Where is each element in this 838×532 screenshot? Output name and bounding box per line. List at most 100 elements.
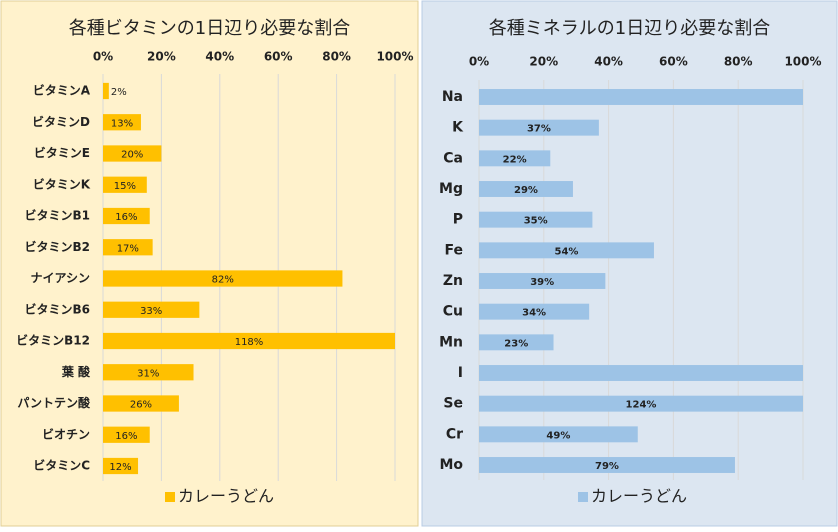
category-label: ビタミンB12 (16, 333, 90, 348)
category-label: ビタミンC (33, 458, 90, 473)
bar (103, 395, 179, 412)
chart-panel: 各種ビタミンの1日辺り必要な割合 0% 20% 40% 60% 80% 100% ビタミンA 2… (0, 0, 419, 527)
bar (103, 270, 343, 287)
bar (479, 426, 638, 443)
value-label: 23% (504, 338, 528, 349)
category-label: Mn (439, 334, 463, 350)
category-label: Na (442, 89, 463, 105)
bar (479, 457, 735, 473)
category-label: ビタミンB1 (25, 208, 91, 223)
category-label: Zn (443, 273, 463, 289)
value-label: 20% (121, 150, 143, 161)
bar (479, 365, 803, 381)
legend-swatch (578, 492, 588, 502)
category-label: Mg (439, 181, 463, 197)
category-label: ビタミンE (34, 145, 90, 160)
value-label: 12% (109, 462, 131, 473)
category-label: ビオチン (42, 426, 90, 441)
x-tick-label: 60% (659, 55, 688, 69)
value-label: 124% (626, 400, 657, 411)
x-tick-label: 100% (376, 50, 413, 64)
category-label: ビタミンB6 (25, 301, 91, 316)
x-tick-label: 80% (724, 55, 753, 69)
value-label: 22% (503, 154, 527, 165)
bar (103, 364, 194, 381)
x-tick-label: 40% (594, 55, 623, 69)
x-tick-label: 40% (205, 50, 234, 64)
panel-background (0, 0, 419, 527)
bar (479, 334, 554, 351)
chart-title: 各種ビタミンの1日辺り必要な割合 (69, 18, 350, 39)
value-label: 15% (114, 181, 136, 192)
bar (479, 242, 654, 259)
bar (479, 181, 573, 197)
value-label: 54% (555, 246, 579, 257)
value-label: 29% (514, 185, 538, 196)
value-label: 79% (595, 461, 619, 472)
bar (479, 150, 551, 167)
bar (103, 176, 147, 193)
value-label: 39% (530, 277, 554, 288)
bar (103, 239, 153, 256)
bar (479, 273, 606, 289)
bar (479, 395, 803, 412)
bar (103, 301, 200, 318)
bar (103, 207, 150, 225)
value-label: 16% (115, 431, 137, 442)
bar (103, 457, 139, 475)
value-label: 13% (111, 118, 133, 129)
category-label: Mo (439, 457, 463, 473)
x-tick-label: 80% (322, 50, 351, 64)
bar (103, 82, 109, 100)
value-label: 2% (111, 87, 127, 98)
bar (479, 89, 803, 105)
value-label: 31% (137, 368, 159, 379)
category-label: ナイアシン (30, 271, 90, 285)
x-tick-label: 0% (93, 50, 113, 64)
panel-background (421, 0, 838, 527)
category-label: Ca (443, 150, 463, 166)
bar (479, 303, 590, 320)
category-label: パントテン酸 (17, 395, 91, 410)
x-tick-label: 60% (264, 50, 293, 64)
bar (103, 145, 162, 162)
value-label: 49% (546, 430, 570, 441)
legend-label: カレーうどん (591, 487, 687, 506)
bars (103, 82, 395, 475)
value-label: 33% (140, 306, 162, 317)
value-label: 35% (524, 216, 548, 227)
chart-title: 各種ミネラルの1日辺り必要な割合 (489, 18, 770, 39)
x-tick-label: 100% (784, 55, 821, 69)
category-label: ビタミンK (33, 176, 91, 191)
category-label: 葉 酸 (61, 364, 91, 379)
category-label: ビタミンB2 (25, 239, 91, 254)
value-label: 118% (235, 337, 264, 348)
x-tick-label: 20% (529, 55, 558, 69)
value-label: 82% (212, 275, 234, 286)
bar (103, 426, 150, 443)
legend-swatch (165, 492, 175, 502)
bars (479, 89, 803, 473)
value-label: 26% (130, 400, 152, 411)
value-label: 34% (522, 308, 546, 319)
bar (103, 114, 141, 131)
category-label: ビタミンD (32, 114, 90, 129)
category-label: ビタミンA (33, 83, 91, 98)
category-label: Se (443, 396, 463, 412)
legend-label: カレーうどん (178, 487, 274, 506)
category-label: Fe (445, 242, 464, 258)
bar (479, 211, 593, 228)
category-label: P (453, 212, 463, 228)
value-label: 16% (115, 212, 137, 223)
x-tick-label: 20% (147, 50, 176, 64)
x-tick-label: 0% (469, 55, 489, 69)
category-label: K (452, 120, 464, 136)
chart-panel: 各種ミネラルの1日辺り必要な割合 0% 20% 40% 60% 80% 100% Na K 37%… (421, 0, 838, 527)
value-label: 17% (117, 243, 139, 254)
value-label: 37% (527, 124, 551, 135)
category-label: Cr (446, 426, 463, 442)
bar (479, 119, 599, 136)
category-label: Cu (443, 304, 463, 320)
category-label: I (458, 365, 463, 381)
